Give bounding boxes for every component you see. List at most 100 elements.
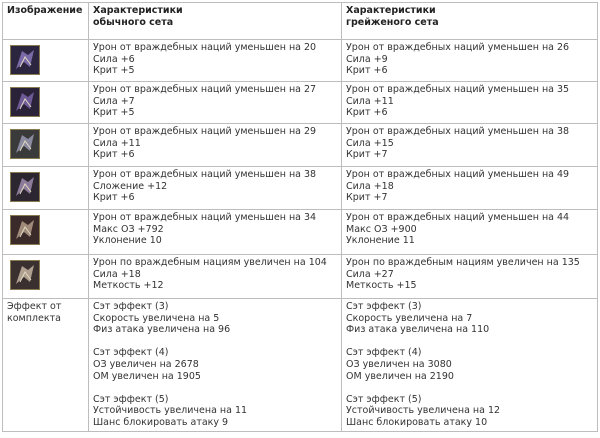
text-line: грейженого сета (346, 16, 439, 28)
item-row: Урон по враждебным нациям увеличен на 10… (2, 254, 598, 299)
grade-cell: Урон от враждебных наций уменьшен на 26 С… (341, 39, 598, 82)
text-line: Крит +6 (346, 107, 388, 119)
text-line: Уклонение 10 (93, 235, 162, 247)
text-line: Урон от враждебных наций уменьшен на 38 (346, 126, 570, 137)
text-line: Урон от враждебных наций уменьшен на 38 (93, 169, 317, 180)
text-line: Крит +5 (93, 65, 135, 77)
grade-cell: Урон от враждебных наций уменьшен на 44 М… (341, 209, 598, 255)
text-line: Шанс блокировать атаку 10 (346, 416, 488, 428)
text-line: Сэт эффект (4) (93, 347, 169, 359)
item-row: Урон от враждебных наций уменьшен на 29 С… (2, 123, 598, 167)
text-line: Урон от враждебных наций уменьшен на 44 (346, 212, 570, 223)
item-icon (10, 87, 40, 117)
text-line: Урон от враждебных наций уменьшен на 49 (346, 169, 570, 180)
text-line: Урон по враждебным нациям увеличен на 13… (346, 257, 580, 268)
text-line: Крит +5 (93, 107, 135, 119)
normal-cell: Урон по враждебным нациям увеличен на 10… (88, 254, 342, 299)
text-line: Урон по враждебным нациям увеличен на 10… (93, 257, 327, 268)
item-icon (10, 260, 40, 290)
set-table: Изображение Характеристики обычного сета Ха… (2, 2, 598, 432)
text-line: Сэт эффект (3) (93, 301, 169, 312)
text-line: комплекта (7, 312, 61, 324)
text-line: Сила +18 (346, 180, 394, 192)
effect-label-cell: Эффект от комплекта (2, 298, 89, 432)
header-cell: Характеристики грейженого сета (341, 2, 598, 40)
gap (93, 336, 337, 348)
gap (93, 382, 337, 394)
item-icon (10, 45, 40, 75)
text-line: Изображение (7, 5, 83, 16)
text-line: Сила +7 (93, 95, 135, 107)
text-line: ОЗ увеличен на 2678 (93, 358, 199, 370)
image-cell (2, 123, 89, 167)
text-line: Сэт эффект (5) (93, 393, 169, 405)
image-cell (2, 254, 89, 299)
grade-cell: Урон от враждебных наций уменьшен на 38 С… (341, 123, 598, 167)
text-line: ОМ увеличен на 1905 (93, 370, 201, 382)
text-line: Скорость увеличена на 7 (346, 312, 473, 324)
image-cell (2, 39, 89, 82)
text-line: Уклонение 11 (346, 235, 415, 247)
item-row: Урон от враждебных наций уменьшен на 27 С… (2, 81, 598, 124)
item-row: Урон от враждебных наций уменьшен на 34 М… (2, 209, 598, 255)
text-line: Меткость +12 (93, 280, 164, 292)
text-line: Урон от враждебных наций уменьшен на 20 (93, 42, 317, 53)
text-line: Характеристики (93, 5, 183, 16)
item-row: Урон от враждебных наций уменьшен на 38 С… (2, 166, 598, 210)
text-line: Урон от враждебных наций уменьшен на 35 (346, 84, 570, 95)
text-line: Физ атака увеличена на 96 (93, 324, 231, 336)
text-line: Сила +27 (346, 268, 394, 280)
item-icon (10, 129, 40, 159)
text-line: Сила +9 (346, 53, 388, 65)
text-line: Сила +18 (93, 268, 141, 280)
image-cell (2, 166, 89, 210)
text-line: Урон от враждебных наций уменьшен на 29 (93, 126, 317, 137)
text-line: Крит +6 (93, 149, 135, 161)
text-line: обычного сета (93, 16, 174, 28)
normal-cell: Урон от враждебных наций уменьшен на 34 М… (88, 209, 342, 255)
text-line: Сила +11 (346, 95, 394, 107)
item-icon (10, 172, 40, 202)
text-line: Шанс блокировать атаку 9 (93, 416, 229, 428)
header-cell: Характеристики обычного сета (88, 2, 342, 40)
normal-cell: Урон от враждебных наций уменьшен на 29 С… (88, 123, 342, 167)
text-line: Крит +6 (93, 192, 135, 204)
text-line: Сэт эффект (4) (346, 347, 422, 359)
image-cell (2, 209, 89, 255)
text-line: ОЗ увеличен на 3080 (346, 358, 452, 370)
text-line: Крит +6 (346, 65, 388, 77)
text-line: Макс ОЗ +792 (93, 223, 164, 235)
text-line: Скорость увеличена на 5 (93, 312, 220, 324)
text-line: Сила +15 (346, 137, 394, 149)
text-line: Сила +11 (93, 137, 141, 149)
text-line: ОМ увеличен на 2190 (346, 370, 454, 382)
text-line: Макс ОЗ +900 (346, 223, 417, 235)
text-line: Урон от враждебных наций уменьшен на 27 (93, 84, 317, 95)
normal-cell: Урон от враждебных наций уменьшен на 38 С… (88, 166, 342, 210)
header-cell: Изображение (2, 2, 89, 40)
grade-cell: Урон по враждебным нациям увеличен на 13… (341, 254, 598, 299)
text-line: Крит +7 (346, 149, 388, 161)
text-line: Сэт эффект (3) (346, 301, 422, 312)
item-row: Урон от враждебных наций уменьшен на 20 С… (2, 39, 598, 82)
text-line: Урон от враждебных наций уменьшен на 34 (93, 212, 317, 223)
text-line: Характеристики (346, 5, 436, 16)
item-icon (10, 215, 40, 245)
text-line: Физ атака увеличена на 110 (346, 324, 490, 336)
gap (346, 382, 593, 394)
text-line: Меткость +15 (346, 280, 417, 292)
text-line: Урон от враждебных наций уменьшен на 26 (346, 42, 570, 53)
gap (346, 336, 593, 348)
text-line: Сложение +12 (93, 180, 168, 192)
text-line: Сила +6 (93, 53, 135, 65)
normal-cell: Урон от враждебных наций уменьшен на 20 С… (88, 39, 342, 82)
grade-cell: Урон от враждебных наций уменьшен на 49 С… (341, 166, 598, 210)
text-line: Сэт эффект (5) (346, 393, 422, 405)
effect-row: Эффект от комплекта Сэт эффект (3) Скорость… (2, 298, 598, 432)
effect-normal-cell: Сэт эффект (3) Скорость увеличена на 5 Физ… (88, 298, 342, 432)
image-cell (2, 81, 89, 124)
effect-grade-cell: Сэт эффект (3) Скорость увеличена на 7 Физ… (341, 298, 598, 432)
header-row: Изображение Характеристики обычного сета Ха… (2, 2, 598, 40)
text-line: Устойчивость увеличена на 11 (93, 405, 248, 417)
